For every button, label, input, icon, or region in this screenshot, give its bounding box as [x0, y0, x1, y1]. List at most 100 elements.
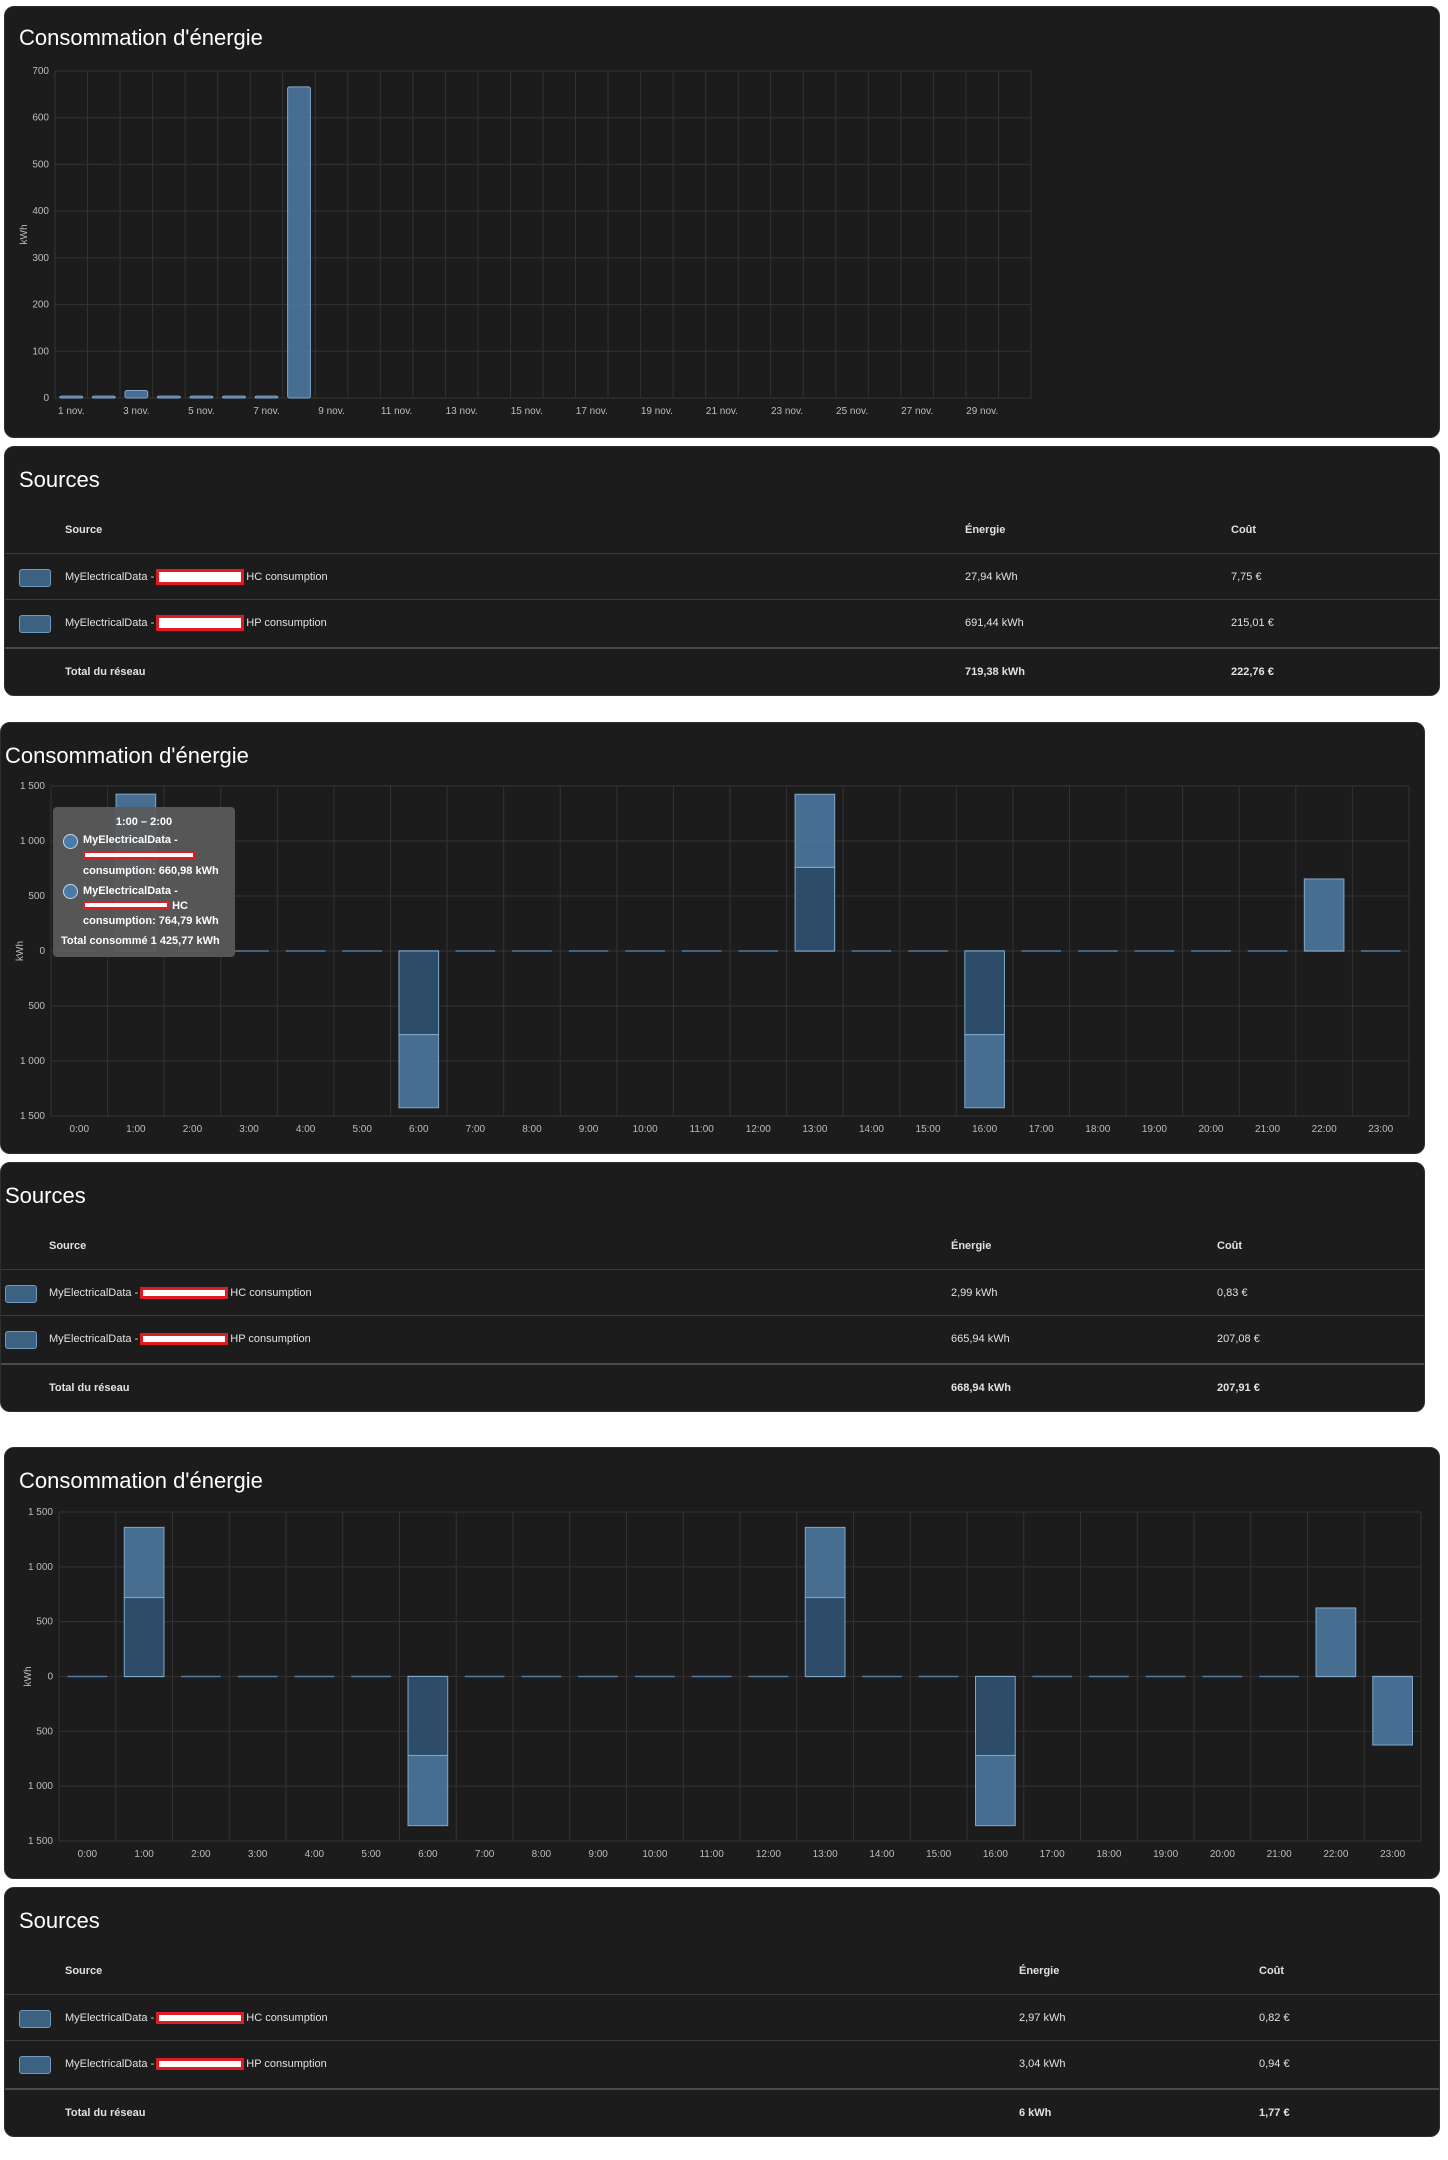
table-total-row: Total du réseau 668,94 kWh 207,91 € [1, 1363, 1424, 1411]
table-row[interactable]: MyElectricalData - HC consumption 27,94 … [5, 553, 1439, 600]
total-label: Total du réseau [65, 2107, 146, 2119]
y-tick-label: 500 [28, 891, 45, 902]
source-prefix: MyElectricalData - [49, 1333, 139, 1345]
energy-bar-chart-monthly[interactable]: 0 100 200 300 400 500 600 700 kWh 1 nov. 3 nov. 5 n… [5, 7, 1441, 439]
x-tick-label: 1:00 [126, 1124, 146, 1135]
cost-value: 7,75 € [1231, 571, 1262, 583]
y-tick-label: 500 [36, 1726, 53, 1737]
x-tick-label: 14:00 [859, 1124, 884, 1135]
table-row[interactable]: MyElectricalData - HP consumption 665,94… [1, 1315, 1424, 1362]
y-tick-label: 400 [32, 206, 49, 217]
x-tick-label: 17:00 [1029, 1124, 1054, 1135]
x-tick-label: 6:00 [409, 1124, 429, 1135]
x-tick-label: 3 nov. [123, 406, 150, 417]
source-suffix: HC consumption [246, 571, 328, 583]
sources-title: Sources [19, 1908, 100, 1933]
series-color-swatch [19, 2056, 51, 2074]
tooltip-entry-tag: HC [172, 900, 188, 912]
energy-chart-card-1: Consommation d'énergie 0 100 200 300 400 500 6… [4, 6, 1440, 438]
source-suffix: HP consumption [246, 617, 327, 629]
x-tick-label: 11:00 [690, 1124, 715, 1135]
x-tick-label: 19:00 [1142, 1124, 1167, 1135]
energy-chart-card-2: Consommation d'énergie 1 500 1 000 500 0 500… [0, 722, 1425, 1154]
energy-bar-chart-hourly[interactable]: 1 500 1 000 500 0 500 1 000 1 500 kWh 0:00 1:00 2:… [1, 723, 1426, 1155]
bar-segment [804, 1597, 846, 1677]
x-tick-label: 1:00 [134, 1849, 154, 1860]
energy-chart-card-3: Consommation d'énergie 1 500 1 000 500 0 500… [4, 1447, 1440, 1879]
bar [287, 86, 311, 399]
y-tick-label: 1 000 [28, 1781, 53, 1792]
energy-bar-chart-hourly[interactable]: 1 500 1 000 500 0 500 1 000 1 500 kWh 0:00 1:00 2:… [5, 1448, 1441, 1880]
bar [222, 395, 246, 399]
bar-segment [964, 1034, 1005, 1109]
bar [189, 395, 214, 399]
table-row[interactable]: MyElectricalData - HC consumption 2,97 k… [5, 1994, 1439, 2041]
table-row[interactable]: MyElectricalData - HP consumption 3,04 k… [5, 2040, 1439, 2087]
energy-value: 2,97 kWh [1019, 2012, 1066, 2024]
x-tick-label: 10:00 [642, 1849, 667, 1860]
x-tick-label: 3:00 [239, 1124, 259, 1135]
total-energy: 668,94 kWh [951, 1382, 1011, 1394]
x-tick-label: 11:00 [699, 1849, 724, 1860]
bar-segment [794, 793, 836, 868]
tooltip-entry-name: MyElectricalData - [83, 885, 178, 897]
series-color-swatch [5, 1285, 37, 1303]
redaction-box [83, 901, 169, 909]
cost-value: 207,08 € [1217, 1333, 1260, 1345]
y-tick-label: 300 [32, 253, 49, 264]
source-name: MyElectricalData - HP consumption [65, 600, 327, 646]
x-tick-label: 15:00 [916, 1124, 941, 1135]
x-tick-label: 13:00 [813, 1849, 838, 1860]
series-dot-icon [63, 834, 78, 849]
table-total-row: Total du réseau 6 kWh 1,77 € [5, 2088, 1439, 2136]
table-row[interactable]: MyElectricalData - HC consumption 2,99 k… [1, 1269, 1424, 1316]
tooltip-entry-name: MyElectricalData - [83, 834, 178, 846]
cost-value: 0,94 € [1259, 2058, 1290, 2070]
bar [59, 395, 84, 399]
x-tick-label: 20:00 [1198, 1124, 1223, 1135]
bar-segment [794, 866, 836, 952]
y-tick-label: 100 [32, 346, 49, 357]
x-tick-label: 8:00 [532, 1849, 552, 1860]
x-tick-label: 15:00 [926, 1849, 951, 1860]
x-tick-label: 7:00 [475, 1849, 495, 1860]
y-tick-label: 500 [28, 1001, 45, 1012]
source-suffix: HC consumption [246, 2012, 328, 2024]
x-tick-label: 21:00 [1255, 1124, 1280, 1135]
y-tick-label: 1 000 [20, 1056, 45, 1067]
y-axis-label: kWh [15, 941, 26, 961]
column-header-source: Source [65, 1965, 103, 1977]
x-tick-label: 2:00 [191, 1849, 211, 1860]
column-header-source: Source [49, 1240, 87, 1252]
y-tick-label: 1 500 [20, 1111, 45, 1122]
column-header-cost: Coût [1231, 524, 1257, 536]
sources-title: Sources [5, 1183, 86, 1208]
tooltip-redaction [83, 850, 195, 862]
source-prefix: MyElectricalData - [49, 1287, 139, 1299]
source-prefix: MyElectricalData - [65, 2012, 155, 2024]
source-name: MyElectricalData - HC consumption [49, 1270, 312, 1316]
x-tick-label: 20:00 [1210, 1849, 1235, 1860]
total-label: Total du réseau [49, 1382, 130, 1394]
total-energy: 6 kWh [1019, 2107, 1052, 2119]
x-tick-label: 10:00 [633, 1124, 658, 1135]
x-tick-label: 9:00 [588, 1849, 608, 1860]
y-tick-label: 1 500 [20, 781, 45, 792]
total-cost: 1,77 € [1259, 2107, 1290, 2119]
y-tick-label: 200 [32, 300, 49, 311]
bar-segment [964, 950, 1005, 1036]
column-header-cost: Coût [1259, 1965, 1285, 1977]
table-row[interactable]: MyElectricalData - HP consumption 691,44… [5, 599, 1439, 646]
x-tick-label: 14:00 [869, 1849, 894, 1860]
sources-card-3: Sources Source Énergie Coût MyElectrical… [4, 1887, 1440, 2137]
x-tick-label: 13:00 [802, 1124, 827, 1135]
tooltip-entry-value: consumption: 764,79 kWh [83, 915, 219, 927]
x-tick-label: 4:00 [296, 1124, 316, 1135]
x-tick-label: 1 nov. [58, 406, 85, 417]
source-prefix: MyElectricalData - [65, 617, 155, 629]
bar [91, 395, 116, 399]
bar-segment [804, 1526, 846, 1599]
x-tick-label: 23:00 [1380, 1849, 1405, 1860]
x-tick-label: 0:00 [70, 1124, 90, 1135]
chart-title: Consommation d'énergie [19, 1468, 263, 1493]
